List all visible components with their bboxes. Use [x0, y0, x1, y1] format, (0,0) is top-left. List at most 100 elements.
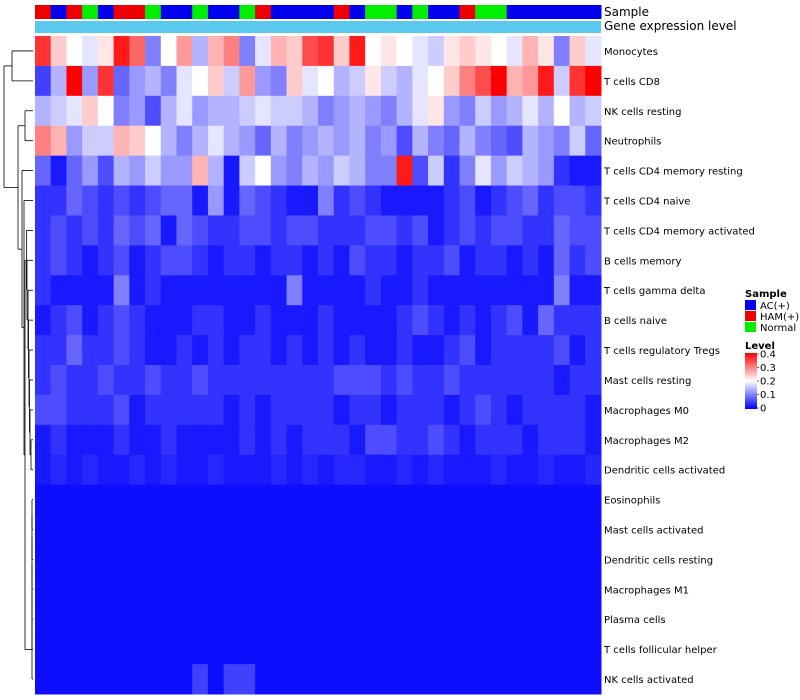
heatmap-cell [207, 424, 225, 456]
heatmap-cell [428, 664, 445, 695]
sample-annotation-cell [443, 5, 460, 19]
heatmap-cell [113, 634, 130, 665]
heatmap-cell [506, 454, 523, 486]
heatmap-cell [506, 664, 523, 695]
heatmap-cell [66, 185, 83, 216]
heatmap-cell [428, 125, 445, 157]
heatmap-cell [443, 484, 460, 516]
heatmap-cell [207, 185, 225, 216]
heatmap-cell [97, 125, 115, 157]
heatmap-cell [97, 275, 115, 306]
heatmap-cell [129, 394, 146, 426]
heatmap-cell [428, 155, 445, 187]
heatmap-cell [553, 634, 571, 665]
heatmap-cell [318, 275, 335, 306]
heatmap-cell [113, 335, 130, 366]
heatmap-cell [459, 394, 476, 426]
heatmap-cell [553, 155, 571, 187]
heatmap-cell [569, 634, 586, 665]
heatmap-cell [66, 365, 83, 396]
heatmap-cell [270, 484, 288, 516]
sample-annotation-cell [113, 5, 130, 19]
heatmap-cell [113, 185, 130, 216]
heatmap-cell [428, 544, 445, 575]
heatmap-cell [207, 484, 225, 516]
heatmap-cell [522, 215, 539, 246]
heatmap-cell [35, 245, 52, 276]
heatmap-cell [412, 365, 429, 396]
heatmap-cell [223, 36, 240, 67]
heatmap-cell [506, 36, 523, 67]
heatmap-cell [538, 604, 555, 635]
heatmap-cell [396, 275, 413, 306]
heatmap-cell [82, 95, 99, 127]
heatmap-cell [66, 65, 83, 97]
row-labels: Monocytes T cells CD8 NK cells resting Neut… [603, 47, 755, 686]
heatmap-cell [113, 574, 130, 605]
heatmap-cell [207, 95, 225, 127]
heatmap-cell [443, 155, 460, 187]
heatmap-cell [349, 305, 366, 336]
colorbar-tick-label: 0.1 [760, 390, 776, 401]
heatmap-cell [538, 514, 555, 545]
sample-annotation-cell [176, 5, 193, 19]
heatmap-cell [160, 305, 177, 336]
heatmap-cell [35, 215, 52, 246]
heatmap-cell [585, 514, 602, 545]
heatmap-cell [459, 95, 476, 127]
row-label: B cells naive [604, 316, 667, 327]
heatmap-cell [475, 95, 492, 127]
heatmap-cell [365, 365, 382, 396]
heatmap-cell [333, 245, 350, 276]
sample-annotation-cell [396, 5, 413, 19]
heatmap-cell [380, 185, 398, 216]
heatmap-cell [176, 484, 193, 516]
heatmap-cell [82, 36, 99, 67]
heatmap-cell [255, 664, 272, 695]
heatmap-cell [255, 245, 272, 276]
heatmap-cell [569, 484, 586, 516]
heatmap-cell [380, 454, 398, 486]
heatmap-cell [412, 65, 429, 97]
heatmap-cell [302, 514, 319, 545]
heatmap-cell [365, 394, 382, 426]
heatmap-cell [255, 125, 272, 157]
heatmap-cell [569, 335, 586, 366]
heatmap-cell [396, 125, 413, 157]
heatmap-cell [129, 305, 146, 336]
heatmap-cell [113, 36, 130, 67]
heatmap-cell [380, 245, 398, 276]
heatmap-cell [553, 394, 571, 426]
sample-annotation-cell [428, 5, 445, 19]
heatmap-cell [349, 155, 366, 187]
heatmap-cell [506, 155, 523, 187]
heatmap-cell [66, 604, 83, 635]
heatmap-cell [270, 215, 288, 246]
heatmap-cell [459, 365, 476, 396]
heatmap-cell [35, 125, 52, 157]
heatmap-cell [145, 36, 162, 67]
heatmap-cell [459, 454, 476, 486]
heatmap-cell [522, 514, 539, 545]
heatmap-cell [412, 604, 429, 635]
heatmap-cell [490, 36, 508, 67]
heatmap-cell [223, 454, 240, 486]
heatmap-cell [270, 514, 288, 545]
heatmap-cell [428, 634, 445, 665]
heatmap-cell [302, 215, 319, 246]
heatmap-cell [380, 514, 398, 545]
heatmap-cell [176, 514, 193, 545]
heatmap-cell [97, 604, 115, 635]
heatmap-cell [176, 245, 193, 276]
heatmap-cell [459, 125, 476, 157]
heatmap-cell [176, 305, 193, 336]
heatmap-cell [553, 275, 571, 306]
heatmap-cell [270, 275, 288, 306]
heatmap-cell [35, 484, 52, 516]
heatmap-cell [333, 604, 350, 635]
heatmap-cell [286, 36, 303, 67]
heatmap-cell [255, 544, 272, 575]
heatmap-cell [396, 365, 413, 396]
heatmap-cell [443, 65, 460, 97]
heatmap-cell [302, 365, 319, 396]
